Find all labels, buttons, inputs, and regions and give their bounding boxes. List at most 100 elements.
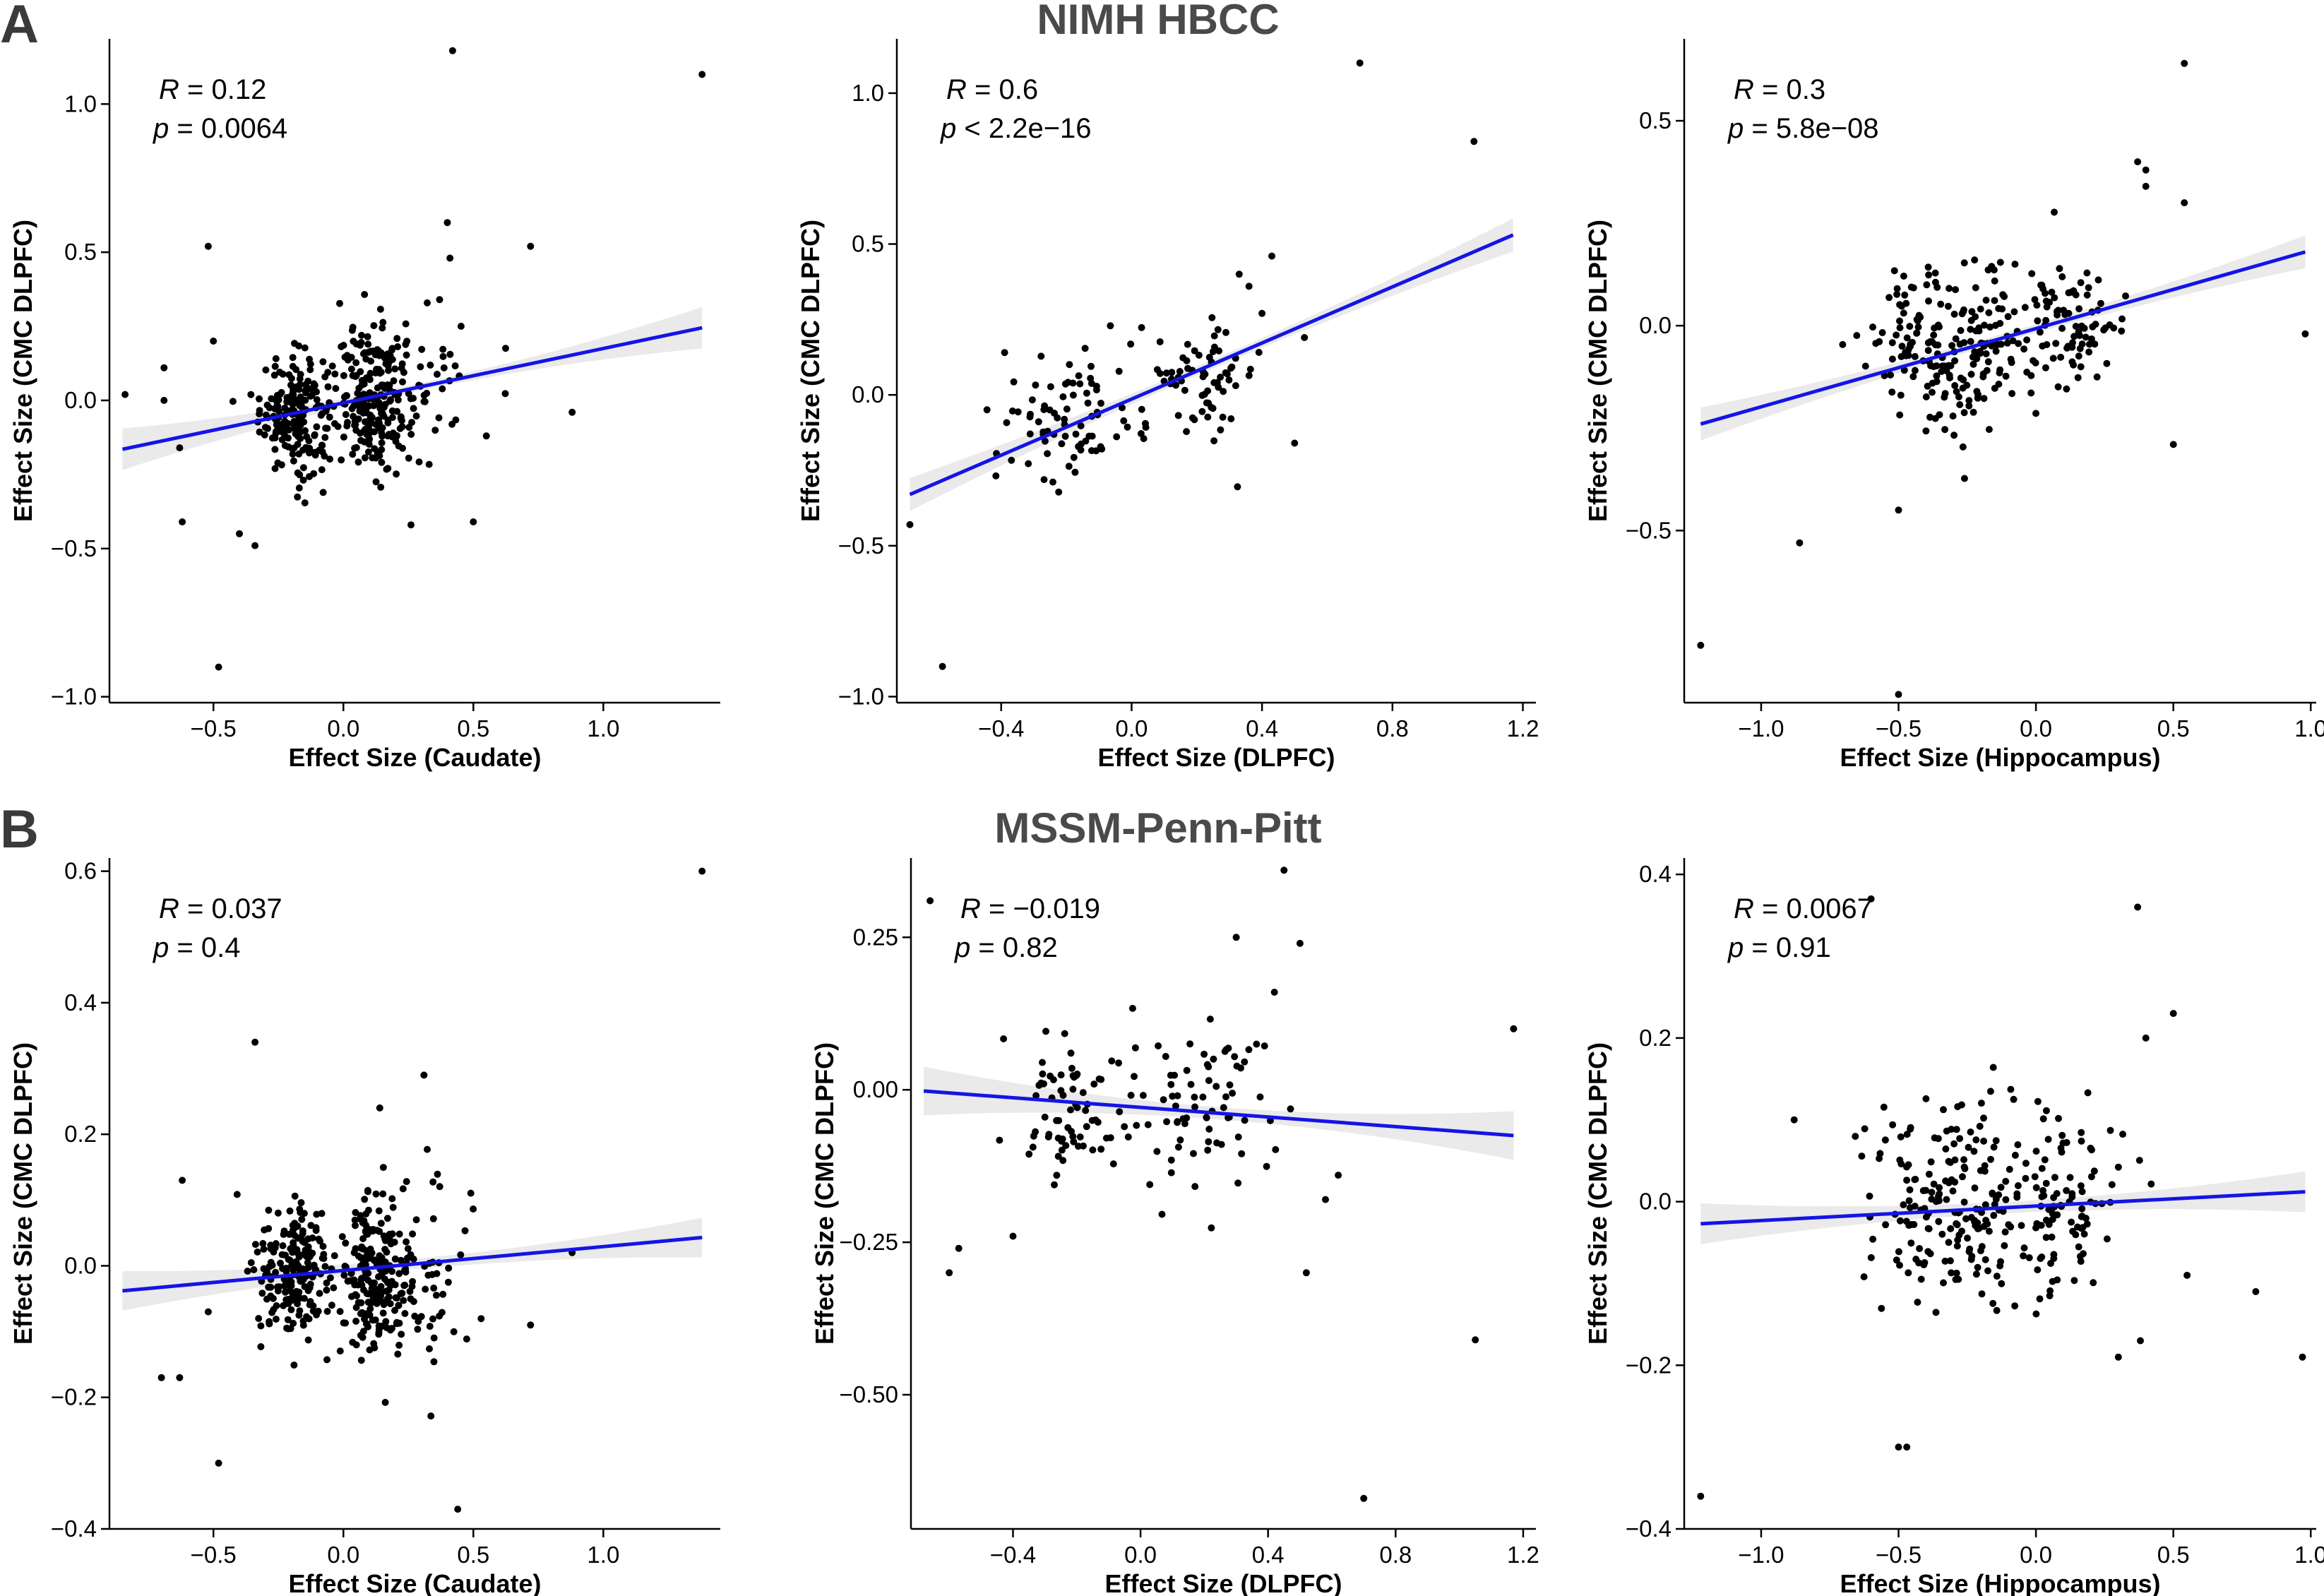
data-point: [1120, 417, 1128, 424]
data-point: [2114, 1353, 2122, 1361]
data-point: [1965, 1143, 1972, 1151]
data-point: [2007, 1223, 2015, 1231]
data-point: [1981, 321, 1988, 329]
data-point: [1977, 1247, 1984, 1255]
data-point: [400, 1297, 407, 1304]
data-point: [1945, 362, 1953, 369]
data-point: [1051, 1181, 1058, 1189]
data-point: [280, 423, 287, 431]
x-tick-label: 0.5: [457, 715, 489, 742]
data-point: [1128, 1004, 1136, 1012]
data-point: [1954, 1103, 1962, 1111]
data-point: [393, 407, 401, 415]
data-point: [1997, 1184, 2005, 1191]
data-point: [1097, 1145, 1105, 1153]
data-point: [266, 1263, 273, 1270]
data-point: [1967, 1128, 1974, 1136]
data-point: [2181, 59, 2188, 67]
data-point: [1925, 297, 1932, 305]
data-point: [403, 338, 411, 345]
data-point: [204, 1308, 212, 1316]
data-point: [1241, 1058, 1249, 1066]
data-point: [1987, 1155, 1994, 1163]
data-point: [294, 441, 302, 448]
x-tick-label: −0.5: [1876, 1542, 1921, 1568]
data-point: [2090, 1279, 2097, 1287]
correlation-r: R = 0.0067: [1734, 893, 1873, 924]
data-point: [2068, 1218, 2075, 1226]
data-point: [260, 1265, 268, 1273]
data-point: [378, 458, 386, 466]
data-point: [436, 1183, 443, 1191]
data-point: [1990, 266, 1998, 274]
y-tick-label: 0.0: [64, 387, 97, 413]
data-point: [1888, 388, 1896, 396]
data-point: [2110, 324, 2118, 332]
data-point: [301, 344, 309, 352]
data-point: [1896, 1156, 1904, 1164]
data-point: [429, 1315, 436, 1323]
x-tick-label: 0.0: [327, 1542, 359, 1568]
data-point: [2070, 333, 2078, 340]
data-point: [1853, 332, 1861, 340]
data-point: [1965, 397, 1973, 405]
data-point: [352, 443, 360, 451]
data-point: [2039, 1186, 2046, 1194]
data-point: [1026, 430, 1034, 438]
data-point: [1977, 305, 1984, 313]
data-point: [1000, 1035, 1008, 1042]
data-point: [410, 405, 417, 412]
data-point: [328, 362, 336, 370]
data-point: [2049, 1215, 2056, 1223]
data-point: [1893, 290, 1901, 298]
data-point: [1977, 1167, 1984, 1174]
data-point: [285, 1230, 293, 1238]
data-point: [1203, 1114, 1210, 1121]
data-point: [358, 331, 365, 339]
data-point: [306, 366, 314, 374]
data-point: [370, 322, 378, 330]
data-point: [2299, 1353, 2306, 1361]
data-point: [1039, 1070, 1047, 1078]
x-axis-title: Effect Size (DLPFC): [1104, 1569, 1342, 1596]
data-point: [1233, 1062, 1241, 1070]
data-point: [1858, 1153, 1866, 1160]
data-point: [1115, 1059, 1123, 1067]
data-point: [388, 1195, 396, 1203]
data-point: [992, 472, 1000, 480]
x-axis-title: Effect Size (Hippocampus): [1840, 743, 2160, 772]
data-point: [427, 362, 434, 369]
data-point: [1903, 1177, 1911, 1184]
data-point: [303, 1253, 311, 1261]
data-point: [1922, 1095, 1930, 1102]
data-point: [363, 1311, 371, 1318]
data-point: [2119, 1131, 2126, 1138]
data-point: [2082, 333, 2090, 341]
data-point: [2033, 302, 2041, 309]
data-point: [1008, 456, 1015, 464]
data-point: [264, 424, 271, 432]
data-point: [354, 1299, 362, 1306]
data-point: [1253, 1040, 1261, 1048]
data-point: [1044, 1133, 1052, 1141]
data-point: [397, 1256, 405, 1264]
data-point: [1102, 1134, 1110, 1142]
data-point: [1210, 437, 1218, 445]
data-point: [2114, 1163, 2122, 1171]
data-point: [1861, 1125, 1869, 1133]
data-point: [1028, 396, 1036, 404]
data-point: [2023, 336, 2031, 344]
data-point: [233, 1191, 241, 1198]
data-point: [256, 410, 263, 418]
data-point: [1069, 391, 1077, 399]
data-point: [369, 454, 376, 462]
data-point: [439, 1290, 447, 1298]
data-point: [377, 483, 385, 491]
data-point: [429, 1178, 437, 1186]
data-point: [392, 1294, 400, 1302]
data-point: [318, 466, 326, 474]
data-point: [336, 1347, 344, 1355]
data-point: [1158, 1210, 1166, 1218]
data-point: [322, 424, 330, 432]
data-point: [1968, 308, 1976, 316]
